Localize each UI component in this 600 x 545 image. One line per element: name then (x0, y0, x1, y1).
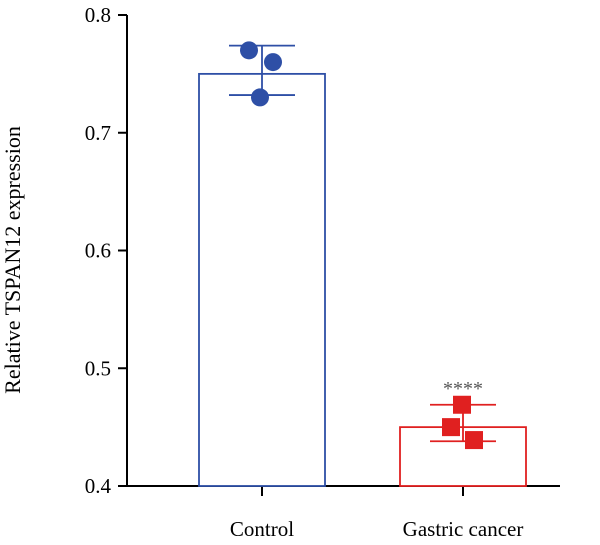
bars: **** (198, 41, 527, 487)
x-tick-label-0: Control (230, 517, 294, 541)
data-point-0-2 (251, 88, 269, 107)
bar-group-0 (198, 41, 326, 487)
bar-0 (198, 72, 326, 487)
data-point-0-1 (264, 53, 282, 72)
significance-label-1: **** (443, 378, 483, 400)
x-axis: Control Gastric cancer (127, 485, 560, 541)
y-tick-label-3: 0.7 (85, 121, 111, 145)
y-tick-label-1: 0.5 (85, 356, 111, 380)
x-tick-label-1: Gastric cancer (403, 517, 524, 541)
data-point-0-0 (240, 41, 258, 60)
data-point-1-2 (465, 431, 483, 450)
y-axis-label: Relative TSPAN12 expression (0, 126, 25, 394)
y-axis: 0.4 0.5 0.6 0.7 0.8 (85, 3, 128, 498)
bar-group-1: **** (399, 378, 527, 487)
y-tick-label-4: 0.8 (85, 3, 111, 27)
y-tick-label-0: 0.4 (85, 474, 112, 498)
data-point-1-1 (442, 418, 460, 437)
data-point-1-0 (453, 395, 471, 414)
y-tick-label-2: 0.6 (85, 239, 111, 263)
